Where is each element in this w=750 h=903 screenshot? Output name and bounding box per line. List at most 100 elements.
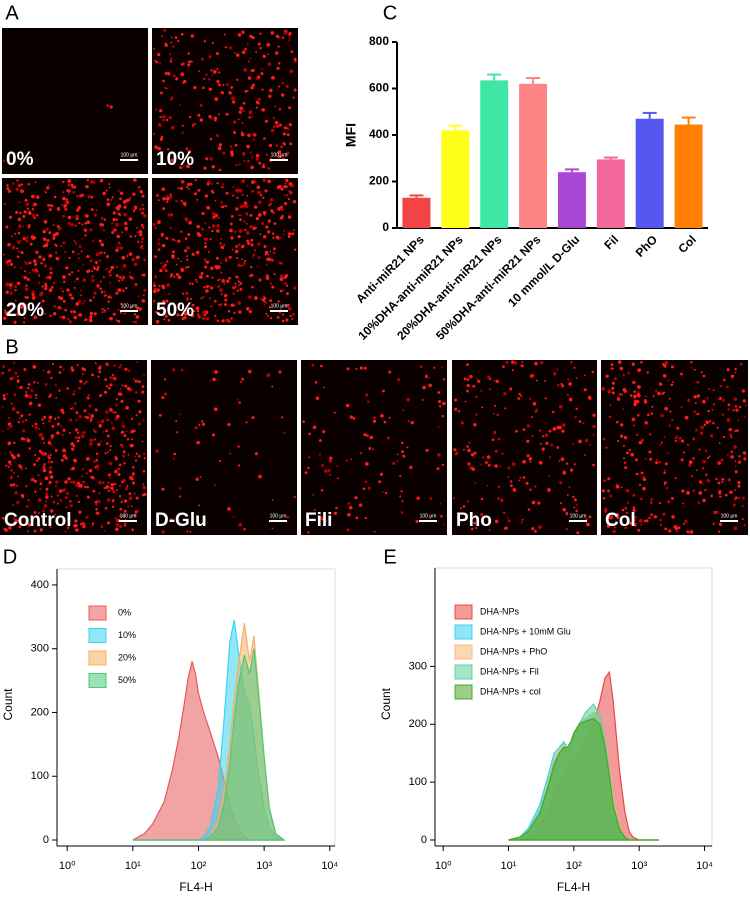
cell-dot	[14, 517, 17, 520]
cell-dot	[397, 378, 401, 382]
cell-dot	[214, 199, 217, 202]
cell-dot	[409, 465, 413, 470]
cell-dot	[37, 498, 42, 502]
cell-dot	[60, 458, 64, 462]
cell-dot	[102, 481, 105, 484]
cell-dot	[121, 445, 125, 448]
cell-dot	[400, 441, 404, 445]
cell-dot	[333, 411, 336, 414]
cell-dot	[712, 421, 715, 425]
cell-dot	[179, 166, 183, 169]
cell-dot	[16, 255, 20, 258]
cell-dot	[629, 394, 633, 397]
cell-dot	[213, 407, 218, 412]
cell-dot	[237, 243, 241, 246]
cell-dot	[263, 235, 267, 239]
cell-dot	[33, 381, 36, 384]
cell-dot	[128, 496, 133, 501]
cell-dot	[584, 438, 589, 443]
cell-dot	[232, 120, 237, 124]
cell-dot	[315, 396, 320, 400]
cell-dot	[91, 373, 94, 377]
cell-dot	[7, 264, 10, 267]
cell-dot	[33, 259, 37, 263]
cell-dot	[663, 436, 666, 438]
cell-dot	[232, 292, 235, 295]
bar	[557, 172, 586, 228]
cell-dot	[94, 260, 98, 264]
cell-dot	[114, 469, 118, 474]
cell-dot	[230, 222, 233, 226]
cell-dot	[65, 266, 69, 270]
cell-dot	[222, 151, 226, 155]
cell-dot	[275, 144, 278, 147]
cell-dot	[58, 489, 63, 493]
image-background	[301, 360, 447, 535]
cell-dot	[437, 426, 440, 428]
cell-dot	[13, 320, 17, 324]
cell-dot	[611, 515, 614, 518]
cell-dot	[184, 237, 188, 240]
cell-dot	[64, 496, 68, 500]
cell-dot	[702, 374, 706, 378]
cell-dot	[171, 256, 175, 259]
cell-dot	[26, 277, 30, 281]
cell-dot	[521, 518, 524, 521]
cell-dot	[188, 60, 192, 64]
cell-dot	[307, 531, 310, 534]
cell-dot	[360, 452, 362, 455]
cell-dot	[609, 522, 612, 525]
cell-dot	[62, 521, 64, 524]
cell-dot	[199, 476, 202, 479]
cell-dot	[259, 47, 262, 50]
cell-dot	[241, 30, 245, 34]
cell-dot	[742, 399, 746, 403]
cell-dot	[184, 249, 188, 253]
cell-dot	[536, 379, 538, 382]
cell-dot	[238, 523, 242, 527]
cell-dot	[176, 431, 179, 434]
cell-dot	[48, 419, 52, 423]
cell-dot	[402, 409, 405, 411]
cell-dot	[247, 307, 250, 310]
cell-dot	[696, 380, 700, 384]
cell-dot	[134, 320, 138, 324]
cell-dot	[237, 33, 242, 37]
cell-dot	[251, 36, 255, 40]
cell-dot	[313, 509, 316, 512]
cell-dot	[196, 440, 200, 445]
cell-dot	[522, 428, 526, 431]
cell-dot	[288, 37, 291, 39]
cell-dot	[91, 278, 95, 283]
cell-dot	[131, 472, 135, 476]
cell-dot	[57, 257, 60, 261]
cell-dot	[95, 458, 99, 462]
cell-dot	[737, 460, 742, 464]
cell-dot	[292, 312, 295, 316]
cell-dot	[2, 430, 4, 432]
cell-dot	[410, 420, 414, 425]
cell-dot	[484, 461, 488, 464]
cell-dot	[180, 230, 183, 233]
cell-dot	[115, 248, 119, 252]
cell-dot	[507, 475, 510, 479]
cell-dot	[225, 279, 230, 283]
cell-dot	[322, 430, 326, 434]
cell-dot	[471, 467, 476, 471]
cell-dot	[266, 373, 271, 378]
cell-dot	[531, 527, 535, 531]
cell-dot	[130, 505, 133, 508]
cell-dot	[219, 271, 223, 274]
cell-dot	[704, 488, 707, 492]
cell-dot	[12, 361, 16, 364]
cell-dot	[160, 262, 163, 265]
cell-dot	[143, 492, 147, 497]
cell-dot	[89, 311, 94, 316]
cell-dot	[640, 471, 644, 475]
cell-dot	[83, 382, 86, 385]
cell-dot	[49, 453, 52, 456]
cell-dot	[169, 227, 172, 229]
cell-dot	[6, 187, 10, 191]
cell-dot	[133, 262, 138, 267]
cell-dot	[130, 432, 132, 434]
